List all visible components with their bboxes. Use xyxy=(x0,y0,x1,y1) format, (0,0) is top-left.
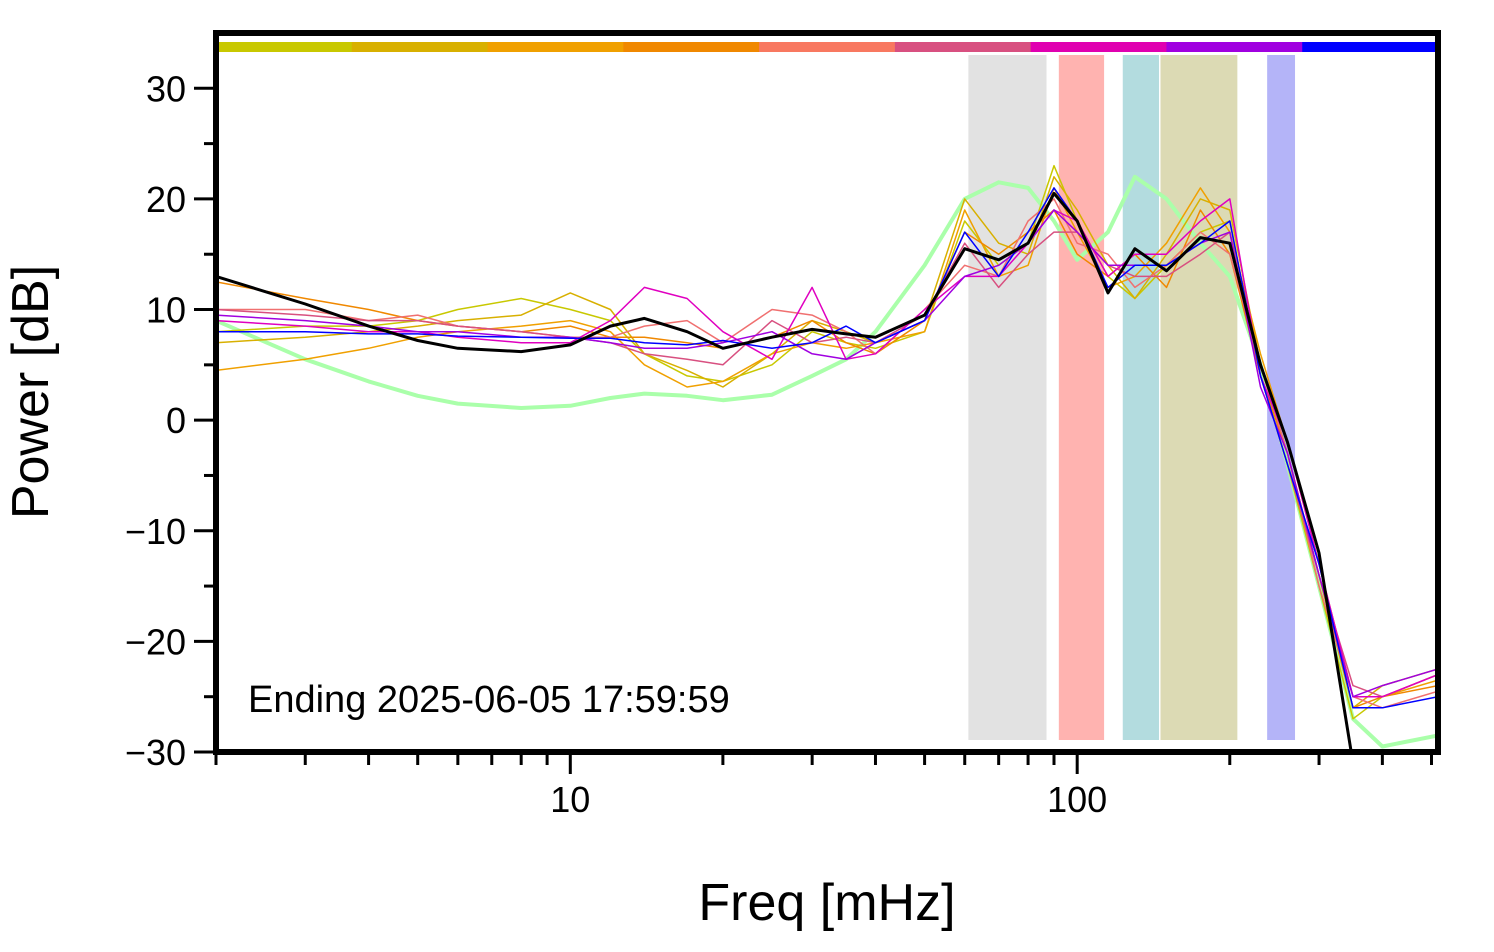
x-axis-title: Freq [mHz] xyxy=(698,874,955,932)
y-tick-label: 0 xyxy=(166,400,186,441)
x-tick-label: 10 xyxy=(550,779,590,820)
colorbar-segment xyxy=(759,42,896,52)
colorbar-segment xyxy=(894,42,1032,52)
series-line xyxy=(216,231,1438,698)
colorbar-segment xyxy=(1030,42,1167,52)
colorbar-segment xyxy=(351,42,489,52)
colorbar-segment xyxy=(1166,42,1303,52)
frequency-band xyxy=(1160,55,1238,740)
colorbar-segment xyxy=(623,42,760,52)
colorbar-segment xyxy=(487,42,624,52)
y-tick-label: 10 xyxy=(146,290,186,331)
x-tick-label: 100 xyxy=(1047,779,1107,820)
y-axis-title: Power [dB] xyxy=(2,265,60,519)
frequency-band xyxy=(1122,55,1159,740)
plot-frame xyxy=(213,30,1441,755)
series-line xyxy=(216,187,1438,709)
plot-area xyxy=(216,42,1438,752)
annotation: Ending 2025-06-05 17:59:59 xyxy=(248,679,730,721)
series-line xyxy=(216,176,1438,709)
y-tick-label: 30 xyxy=(146,68,186,109)
colorbar-segment xyxy=(216,42,353,52)
series-line xyxy=(216,198,1438,709)
series-line xyxy=(216,164,1438,720)
series-line xyxy=(216,187,1438,698)
y-tick-label: −30 xyxy=(125,732,186,773)
colorbar-segment xyxy=(1302,42,1438,52)
y-tick-label: −10 xyxy=(125,511,186,552)
series-line xyxy=(216,174,1438,749)
y-tick-label: −20 xyxy=(125,621,186,662)
series-line xyxy=(216,198,1438,698)
y-tick-label: 20 xyxy=(146,179,186,220)
frequency-band xyxy=(968,55,1047,740)
series-line xyxy=(216,209,1438,709)
series-line xyxy=(216,191,1353,752)
frequency-band xyxy=(1058,55,1105,740)
series-line xyxy=(216,209,1438,698)
